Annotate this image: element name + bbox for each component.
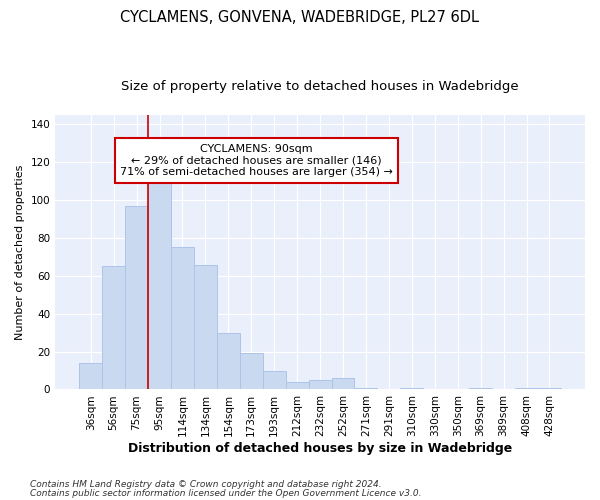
Bar [148,174,171,390]
X-axis label: Distribution of detached houses by size in Wadebridge: Distribution of detached houses by size … [128,442,512,455]
Bar [79,363,102,390]
Bar [240,354,263,390]
Bar [308,380,332,390]
Bar [515,388,538,390]
Text: CYCLAMENS: 90sqm
← 29% of detached houses are smaller (146)
71% of semi-detached: CYCLAMENS: 90sqm ← 29% of detached house… [120,144,393,177]
Text: Contains public sector information licensed under the Open Government Licence v3: Contains public sector information licen… [30,489,421,498]
Bar [217,332,240,390]
Y-axis label: Number of detached properties: Number of detached properties [15,164,25,340]
Text: Contains HM Land Registry data © Crown copyright and database right 2024.: Contains HM Land Registry data © Crown c… [30,480,382,489]
Bar [286,382,308,390]
Text: CYCLAMENS, GONVENA, WADEBRIDGE, PL27 6DL: CYCLAMENS, GONVENA, WADEBRIDGE, PL27 6DL [121,10,479,25]
Bar [538,388,561,390]
Bar [102,266,125,390]
Bar [469,388,492,390]
Bar [263,370,286,390]
Bar [171,248,194,390]
Title: Size of property relative to detached houses in Wadebridge: Size of property relative to detached ho… [121,80,519,93]
Bar [194,264,217,390]
Bar [400,388,423,390]
Bar [125,206,148,390]
Bar [355,388,377,390]
Bar [332,378,355,390]
